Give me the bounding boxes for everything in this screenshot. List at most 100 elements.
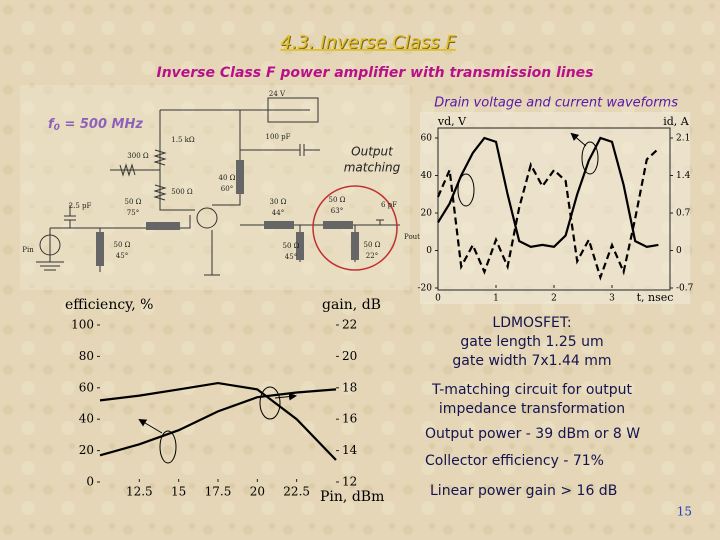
circuit-label: 100 pF (266, 133, 291, 141)
circuit-label: 40 Ω (219, 174, 236, 182)
x-tick-label: 20 (250, 485, 265, 499)
f0-symbol: f (48, 117, 56, 132)
x-tick-label: 1 (493, 294, 499, 304)
circuit-label: 1.5 kΩ (171, 136, 195, 144)
source (39, 234, 61, 256)
circuit-label: Pout (404, 233, 420, 241)
x-tick-label: 0 (435, 294, 441, 304)
capacitor (64, 205, 76, 228)
y2-tick-label: 18 (342, 380, 357, 394)
y2-tick-label: 2.1 (676, 134, 690, 144)
x-tick-label: 12.5 (126, 485, 153, 499)
page-number: 15 (677, 505, 692, 519)
note: Linear power gain > 16 dB (430, 483, 617, 499)
output-matching: Output (351, 145, 394, 159)
y-tick-label: -20 (418, 284, 433, 294)
circuit-label: 300 Ω (127, 152, 149, 160)
y2-tick-label: 14 (342, 443, 358, 457)
y-tick-label: 40 (79, 412, 94, 426)
stub (236, 160, 244, 194)
y-tick-label: 60 (79, 380, 94, 394)
x-tick-label: 15 (171, 485, 186, 499)
y-tick-label: 20 (79, 443, 94, 457)
circuit-label: 24 V (269, 90, 286, 98)
circuit-label: 45° (285, 253, 297, 261)
waveform-caption: Drain voltage and current waveforms (434, 96, 678, 111)
axis-label: Pin, dBm (320, 489, 384, 505)
circuit-label: 22° (366, 252, 378, 260)
tline (264, 221, 294, 229)
y2-tick-label: 12 (342, 475, 357, 489)
annotation-arrow (138, 418, 163, 434)
tline (323, 221, 353, 229)
circuit-label: 30 Ω (270, 198, 287, 206)
axis-label: t, nsec (637, 291, 674, 304)
annotation-arrow (274, 392, 297, 401)
stub (296, 232, 304, 260)
stub (96, 232, 104, 266)
y2-tick-label: 22 (342, 318, 357, 332)
series-line (99, 381, 337, 461)
circuit: 24 V 1.5 kΩ 100 pF 300 Ω 40 Ω 60° 500 Ω … (20, 85, 420, 290)
circuit-label: 50 Ω (364, 241, 381, 249)
annotation-arrow (570, 132, 587, 147)
note: Output power - 39 dBm or 8 W (425, 426, 640, 442)
circuit-label: 60° (221, 185, 233, 193)
circuit-label: 6 pF (381, 201, 397, 209)
f0-label: f0 = 500 MHz (48, 117, 143, 133)
title-shadow: 4.3. Inverse Class F (281, 33, 457, 54)
series-line (437, 136, 659, 248)
y2-tick-label: 0 (676, 246, 682, 256)
plot-frame (437, 127, 671, 291)
circuit-label: 75° (127, 209, 139, 217)
circuit-label: 45° (116, 252, 128, 260)
resistor (119, 163, 136, 177)
transistor (196, 207, 218, 229)
circuit-label: 50 Ω (283, 242, 300, 250)
y-tick-label: 0 (86, 475, 94, 489)
series-line (436, 147, 660, 281)
y-tick-label: 0 (426, 246, 432, 256)
note: gate width 7x1.44 mm (452, 353, 611, 369)
circuit-label: Pin (22, 246, 34, 254)
circuit-label: 50 Ω (329, 196, 346, 204)
f0-rest: = 500 MHz (60, 117, 143, 132)
annotation-circle (159, 430, 177, 464)
circuit-label: 44° (272, 209, 284, 217)
subtitle: Inverse Class F power amplifier with tra… (156, 65, 593, 81)
circuit-label: 63° (331, 207, 343, 215)
axis-label: vd, V (437, 115, 467, 128)
supply (267, 97, 319, 123)
y-tick-label: 20 (421, 209, 433, 219)
note: Collector efficiency - 71% (425, 453, 604, 469)
y-tick-label: 80 (79, 349, 94, 363)
y2-tick-label: -0.7 (676, 284, 694, 294)
capacitor (240, 144, 320, 156)
annotation-circle (581, 141, 599, 175)
note: impedance transformation (439, 401, 625, 417)
y-tick-label: 60 (421, 134, 433, 144)
x-tick-label: 2 (551, 294, 557, 304)
y2-tick-label: 1.4 (676, 171, 691, 181)
y-tick-label: 100 (71, 318, 94, 332)
wire (36, 227, 100, 271)
highlight-circle (312, 185, 398, 271)
x-tick-label: 22.5 (283, 485, 310, 499)
y2-tick-label: 20 (342, 349, 357, 363)
x-tick-label: 3 (609, 294, 615, 304)
f0-sub: 0 (54, 123, 60, 133)
annotation-circle (259, 386, 281, 420)
y-tick-label: 40 (421, 171, 433, 181)
axis-label: efficiency, % (65, 297, 153, 313)
note: gate length 1.25 um (460, 334, 603, 350)
series-line (99, 388, 337, 457)
tline (146, 222, 180, 230)
resistor (153, 149, 167, 201)
y2-tick-label: 16 (342, 412, 357, 426)
circuit-label: 2.5 pF (69, 202, 92, 210)
y2-tick-label: 0.7 (676, 209, 691, 219)
circuit-label: 50 Ω (114, 241, 131, 249)
circuit-label: 50 Ω (125, 198, 142, 206)
wire (204, 110, 241, 276)
